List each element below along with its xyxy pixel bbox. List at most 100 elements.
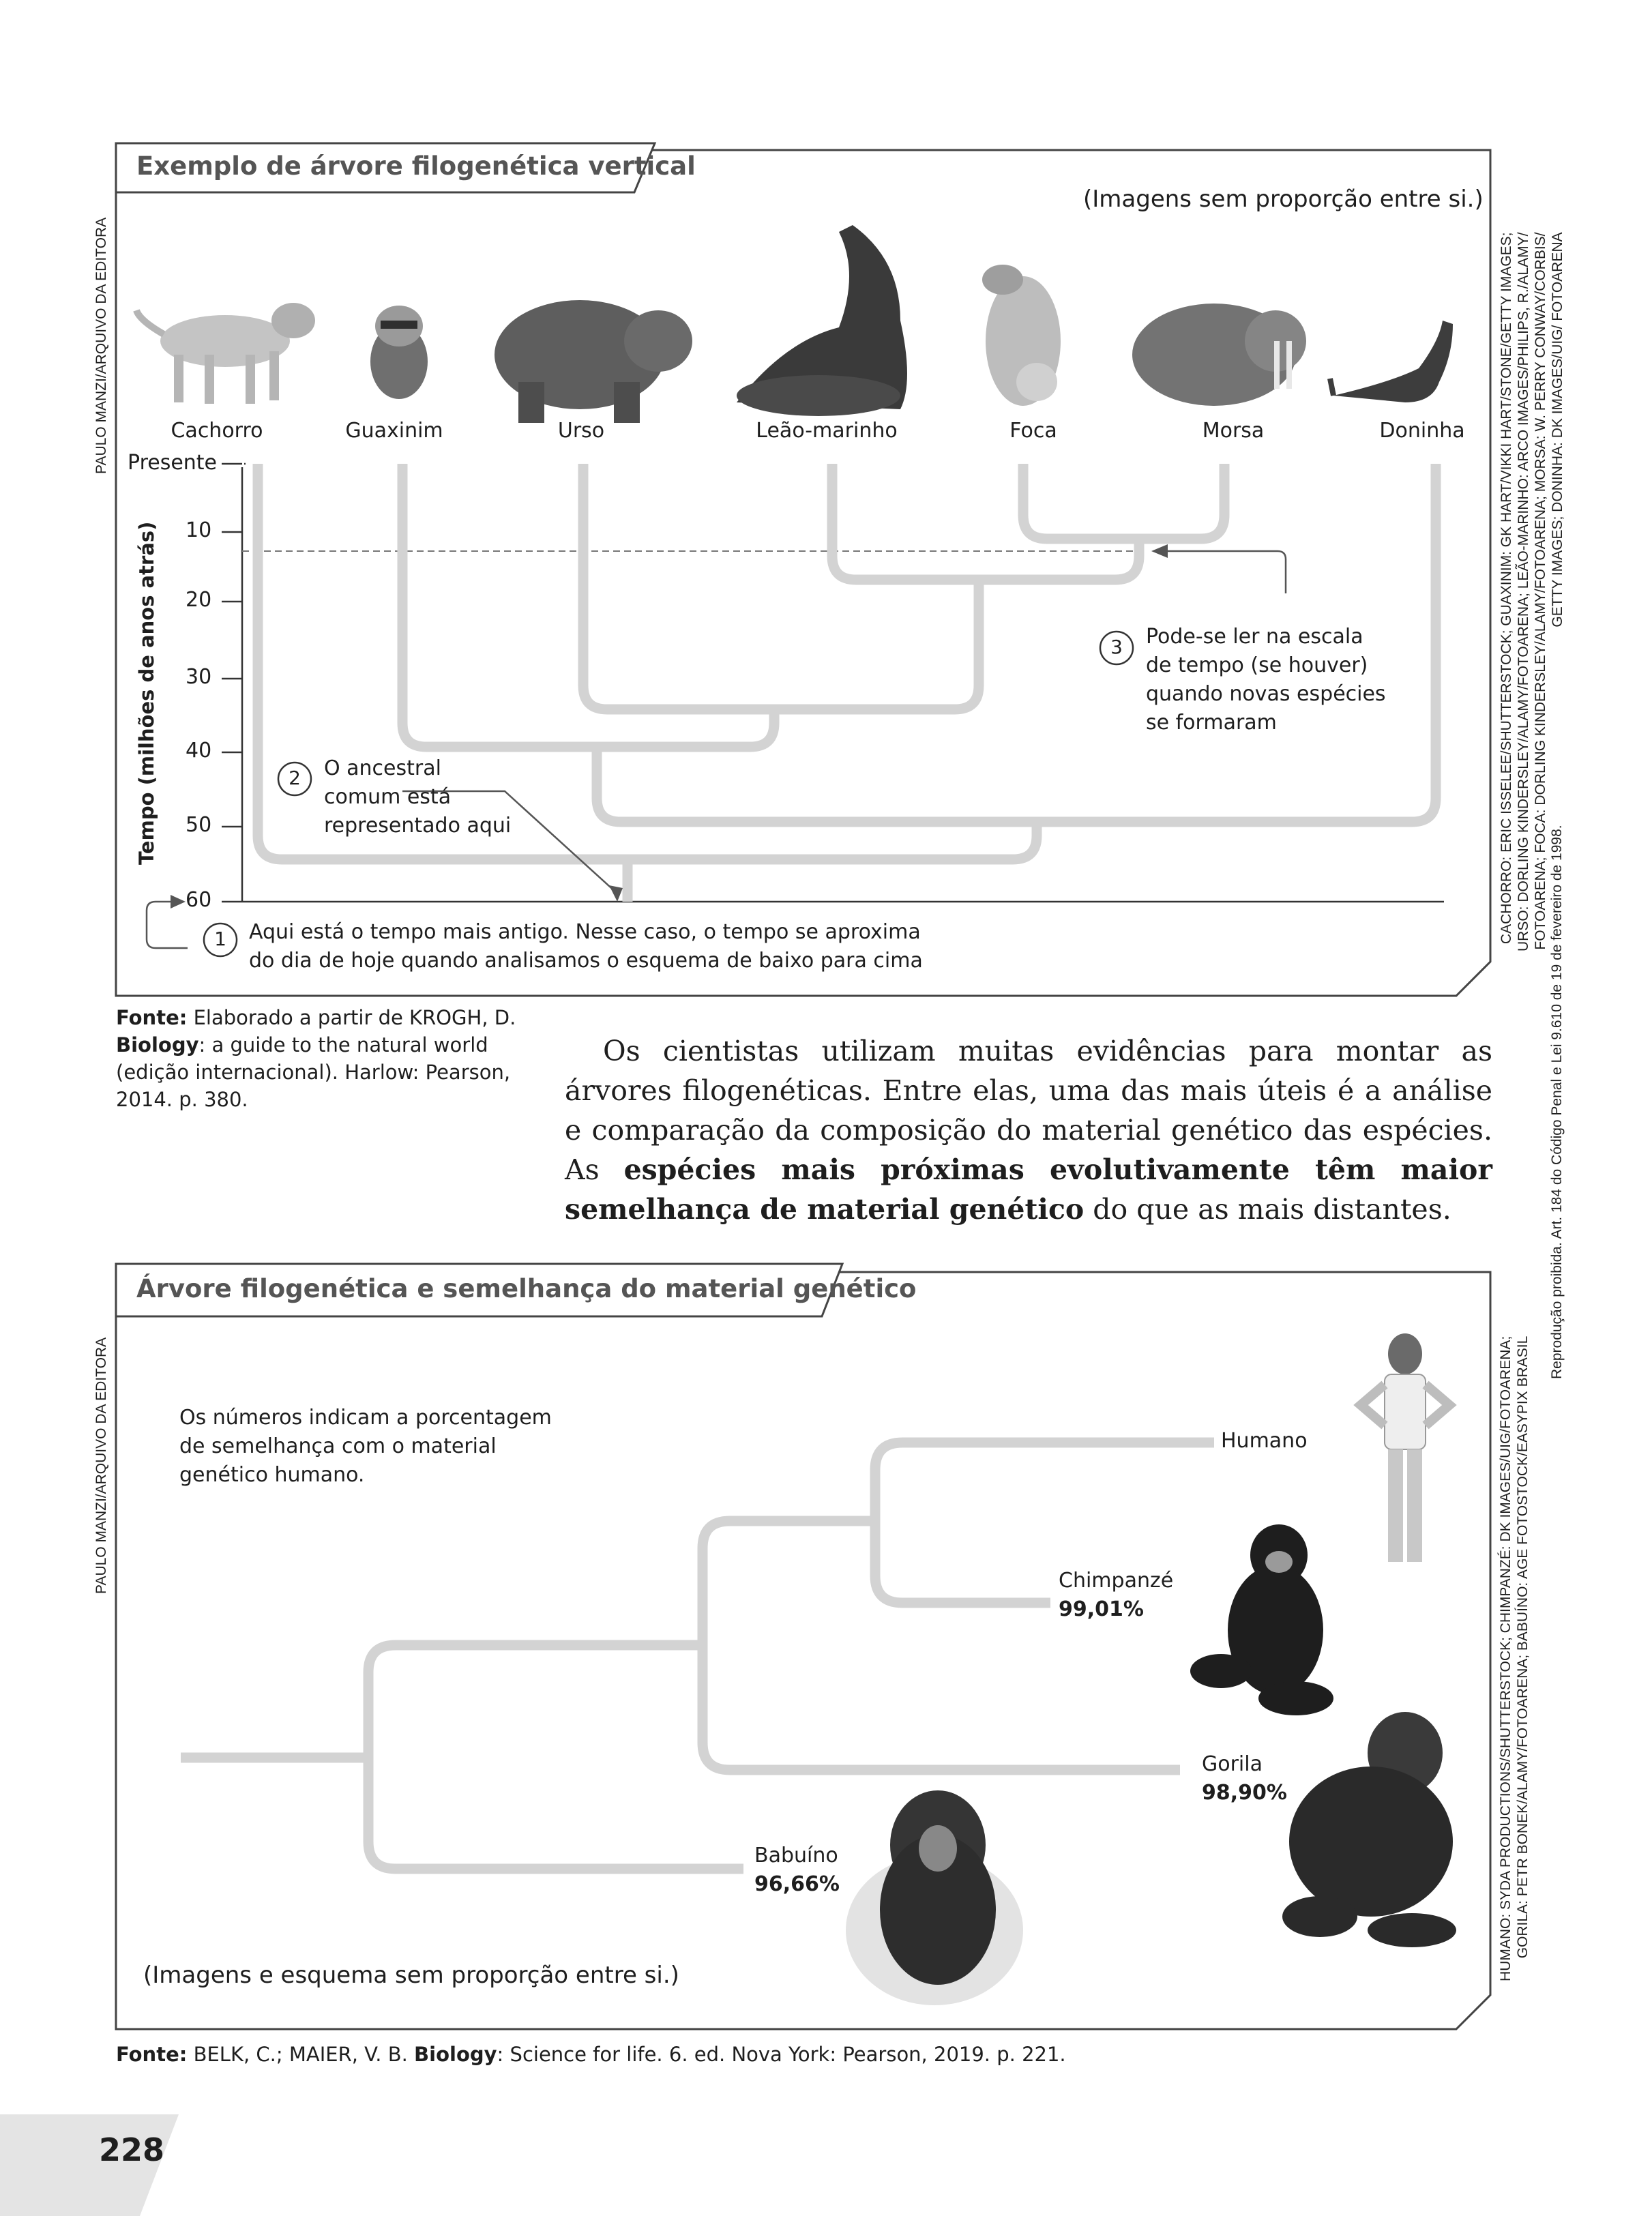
figure1-note: (Imagens sem proporção entre si.) bbox=[1083, 186, 1484, 213]
human-image bbox=[1353, 1333, 1457, 1562]
vertical-tree bbox=[252, 464, 1441, 902]
callout2-number: 2 bbox=[289, 767, 301, 789]
bear-image bbox=[495, 300, 692, 423]
callout3-number: 3 bbox=[1110, 636, 1123, 658]
taxon-gorila: Gorila 98,90% bbox=[1202, 1750, 1287, 1807]
species-label-cachorro: Cachorro bbox=[171, 419, 263, 443]
callout2-line: comum está bbox=[324, 785, 452, 809]
species-label-foca: Foca bbox=[1009, 419, 1057, 443]
branch-leao-foca-morsa bbox=[827, 464, 1145, 585]
figure2-title: Árvore filogenética e semelhança do mate… bbox=[136, 1274, 917, 1303]
callout3-line: de tempo (se houver) bbox=[1146, 653, 1368, 677]
time-axis-label: Tempo (milhões de anos atrás) bbox=[135, 521, 158, 865]
source-line: 2014. p. 380. bbox=[116, 1088, 248, 1111]
arrow-head-3 bbox=[1151, 544, 1168, 558]
tick-40: 40 bbox=[186, 739, 212, 763]
callout1-line: Aqui está o tempo mais antigo. Nesse cas… bbox=[249, 920, 921, 944]
source-bold: Biology bbox=[116, 1033, 199, 1057]
callout3-circle bbox=[1099, 630, 1134, 666]
taxon-chimpanze: Chimpanzé 99,01% bbox=[1059, 1567, 1173, 1624]
gorilla-image bbox=[1282, 1712, 1456, 1947]
species-label-leao-marinho: Leão-marinho bbox=[756, 419, 898, 443]
branch-babuino bbox=[363, 1640, 743, 1874]
source-text: : a guide to the natural world bbox=[198, 1033, 488, 1057]
primate-images bbox=[846, 1333, 1457, 2005]
tick-30: 30 bbox=[186, 665, 212, 689]
branch-guaxinim-urso bbox=[397, 464, 780, 752]
source-line: Fonte: Elaborado a partir de KROGH, D. bbox=[116, 1004, 539, 1031]
credit-left-figure2: PAULO MANZI/ARQUIVO DA EDITORA bbox=[93, 1337, 109, 1594]
taxon-name: Gorila bbox=[1202, 1752, 1263, 1776]
species-label-morsa: Morsa bbox=[1202, 419, 1265, 443]
credit-left-figure1: PAULO MANZI/ARQUIVO DA EDITORA bbox=[93, 217, 109, 474]
dog-image bbox=[133, 303, 315, 404]
explanation-line: Os números indicam a porcentagem bbox=[179, 1406, 552, 1430]
body-bold-text: espécies mais próximas evolutivamente tê… bbox=[565, 1153, 1492, 1226]
explanation-line: genético humano. bbox=[179, 1463, 365, 1487]
sea-lion-image bbox=[737, 225, 907, 416]
figure1-source: Fonte: Elaborado a partir de KROGH, D. B… bbox=[116, 1004, 539, 1113]
chimpanzee-image bbox=[1190, 1524, 1333, 1715]
branch-foca-morsa bbox=[1018, 464, 1230, 544]
callout1-number: 1 bbox=[214, 928, 226, 950]
explanation-line: de semelhança com o material bbox=[179, 1434, 497, 1458]
figure2-explanation: Os números indicam a porcentagem de seme… bbox=[179, 1404, 552, 1490]
source-bold: Biology bbox=[414, 2043, 497, 2066]
figure2-source: Fonte: BELK, C.; MAIER, V. B. Biology: S… bbox=[116, 2041, 1066, 2068]
arrow-head-1 bbox=[171, 895, 186, 908]
taxon-babuino: Babuíno 96,66% bbox=[754, 1842, 840, 1899]
seal-image bbox=[982, 265, 1061, 406]
figure1-title-tab bbox=[115, 142, 657, 194]
tick-60: 60 bbox=[186, 888, 212, 912]
taxon-percentage: 98,90% bbox=[1202, 1781, 1287, 1805]
credit-line: GORILA: PETR BONEK/ALAMY/FOTOARENA; BABU… bbox=[1515, 1335, 1531, 1959]
species-label-urso: Urso bbox=[557, 419, 605, 443]
figure2-note: (Imagens e esquema sem proporção entre s… bbox=[143, 1962, 679, 1989]
source-label: Fonte: bbox=[116, 1006, 188, 1029]
branch-doninha-group bbox=[591, 464, 1441, 827]
raccoon-image bbox=[370, 306, 428, 399]
callout3-line: quando novas espécies bbox=[1146, 682, 1386, 706]
source-text: Elaborado a partir de KROGH, D. bbox=[193, 1006, 516, 1029]
source-text: BELK, C.; MAIER, V. B. bbox=[193, 2043, 415, 2066]
horizontal-tree bbox=[181, 1437, 1214, 1874]
callout1-circle bbox=[203, 922, 238, 958]
taxon-percentage: 99,01% bbox=[1059, 1597, 1144, 1621]
walrus-image bbox=[1132, 304, 1306, 406]
tick-presente: Presente bbox=[128, 451, 218, 475]
figure2-title-tab bbox=[115, 1262, 844, 1318]
callout2-circle bbox=[277, 761, 312, 797]
figure1-frame bbox=[115, 149, 1492, 997]
legal-notice: Reprodução proibida. Art. 184 do Código … bbox=[1549, 825, 1565, 1379]
source-text: : Science for life. 6. ed. Nova York: Pe… bbox=[497, 2043, 1066, 2066]
taxon-name: Humano bbox=[1221, 1429, 1308, 1453]
source-line: (edição internacional). Harlow: Pearson, bbox=[116, 1061, 511, 1084]
callout1-line: do dia de hoje quando analisamos o esque… bbox=[249, 949, 923, 973]
page-number: 228 bbox=[99, 2131, 165, 2168]
body-paragraph: Os cientistas utilizam muitas evidências… bbox=[565, 1031, 1492, 1229]
baboon-image bbox=[846, 1790, 1023, 2005]
branch-dog-group bbox=[252, 464, 1042, 865]
callout3-line: Pode-se ler na escala bbox=[1146, 625, 1363, 649]
credit-line: CACHORRO: ERIC ISSELEE/SHUTTERSTOCK; GUA… bbox=[1499, 232, 1514, 945]
callout2-text: O ancestral comum está representado aqui bbox=[324, 754, 511, 840]
taxon-percentage: 96,66% bbox=[754, 1872, 840, 1896]
animal-images bbox=[133, 225, 1453, 423]
time-axis bbox=[222, 462, 1444, 903]
body-text: Os cientistas utilizam muitas evidências… bbox=[565, 1035, 1492, 1186]
taxon-name: Chimpanzé bbox=[1059, 1569, 1174, 1593]
taxon-name: Babuíno bbox=[754, 1844, 838, 1867]
branch-humano-chimp bbox=[870, 1437, 1214, 1608]
figure1-title: Exemplo de árvore filogenética vertical bbox=[136, 151, 696, 181]
source-line: Biology: a guide to the natural world bbox=[116, 1031, 539, 1059]
tick-20: 20 bbox=[186, 588, 212, 612]
callout-arrows bbox=[145, 550, 1287, 949]
taxon-humano: Humano bbox=[1221, 1427, 1308, 1456]
weasel-image bbox=[1327, 321, 1453, 402]
page-number-tab bbox=[0, 2114, 179, 2216]
credit-line: URSO: DORLING KINDERSLEY/ALAMY/FOTOARENA… bbox=[1516, 232, 1531, 951]
tick-10: 10 bbox=[186, 518, 212, 542]
figure2-frame bbox=[115, 1271, 1492, 2030]
callout3-line: se formaram bbox=[1146, 711, 1277, 735]
